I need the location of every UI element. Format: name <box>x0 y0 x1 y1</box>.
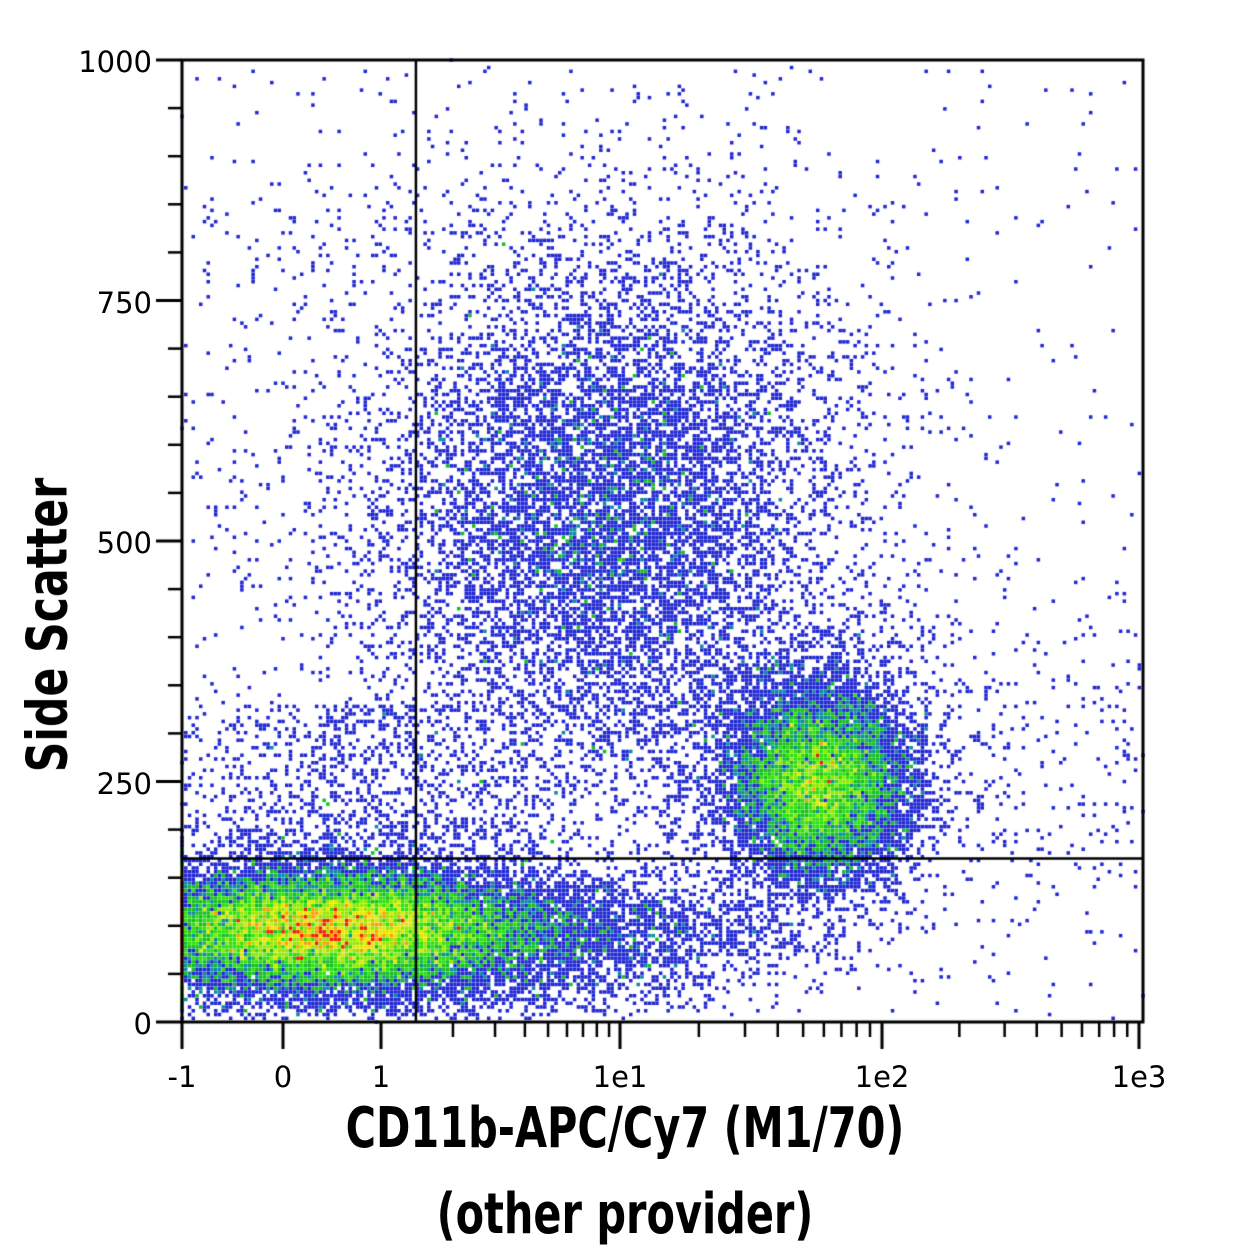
plot-area-canvas[interactable] <box>0 0 1250 1250</box>
flow-cytometry-dot-plot: Side Scatter CD11b-APC/Cy7 (M1/70) (othe… <box>0 0 1250 1250</box>
